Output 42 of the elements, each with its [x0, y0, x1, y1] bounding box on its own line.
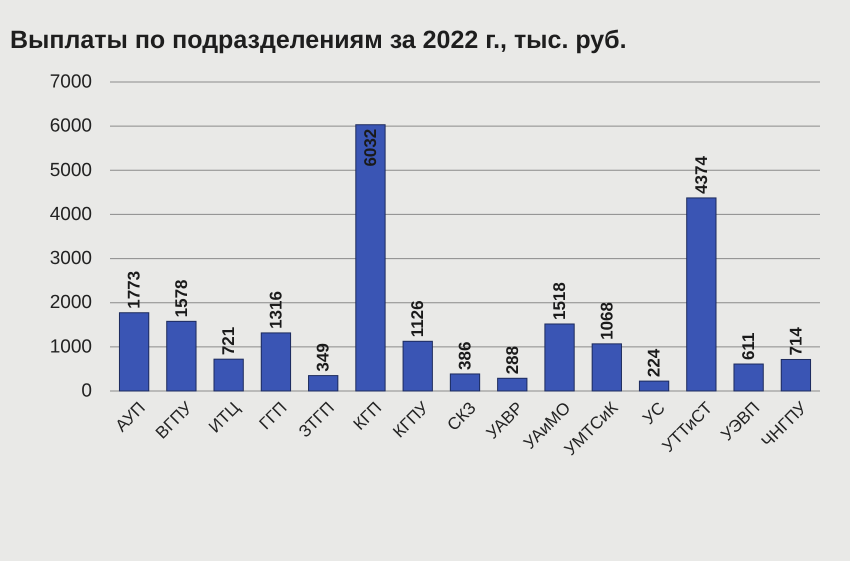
data-label: 714: [786, 326, 806, 356]
chart-title: Выплаты по подразделениям за 2022 г., тыс. руб.: [10, 26, 627, 54]
x-tick-label: СКЗ: [443, 398, 480, 435]
bar: [592, 343, 622, 392]
y-tick-label: 6000: [50, 116, 92, 137]
y-tick-label: 5000: [50, 160, 92, 181]
data-label: 611: [739, 332, 758, 360]
data-label: 1518: [550, 282, 570, 320]
y-tick-label: 3000: [50, 248, 92, 270]
bar: [355, 124, 386, 392]
y-tick-label: 4000: [50, 204, 92, 225]
x-tick-label: ГГП: [256, 398, 291, 434]
bar: [638, 380, 670, 392]
y-tick-label: 1000: [50, 336, 92, 358]
bar: [544, 323, 575, 392]
y-tick-label: 2000: [50, 292, 92, 314]
bar: [402, 340, 433, 392]
data-label: 1068: [597, 302, 616, 340]
bar: [733, 364, 764, 392]
bar: [308, 375, 338, 392]
data-label: 4374: [692, 156, 711, 194]
x-tick-label: КГП: [350, 398, 386, 434]
bar: [260, 332, 292, 392]
data-label: 1773: [124, 270, 144, 309]
data-label: 349: [314, 343, 333, 372]
data-label: 288: [502, 346, 522, 374]
data-label: 1126: [408, 300, 428, 338]
bar: [450, 373, 480, 392]
data-label: 224: [644, 348, 664, 378]
bar: [780, 358, 812, 392]
bar: [166, 320, 197, 392]
data-label: 6032: [360, 128, 380, 167]
data-label: 386: [456, 342, 474, 370]
bar: [213, 358, 244, 392]
data-label: 1578: [172, 280, 191, 318]
data-label: 721: [219, 326, 238, 356]
data-label: 1316: [266, 291, 286, 329]
y-tick-label: 0: [81, 380, 92, 402]
bar: [497, 378, 528, 392]
y-tick-label: 7000: [50, 72, 92, 92]
bar: [118, 312, 150, 392]
bar: [686, 197, 717, 392]
